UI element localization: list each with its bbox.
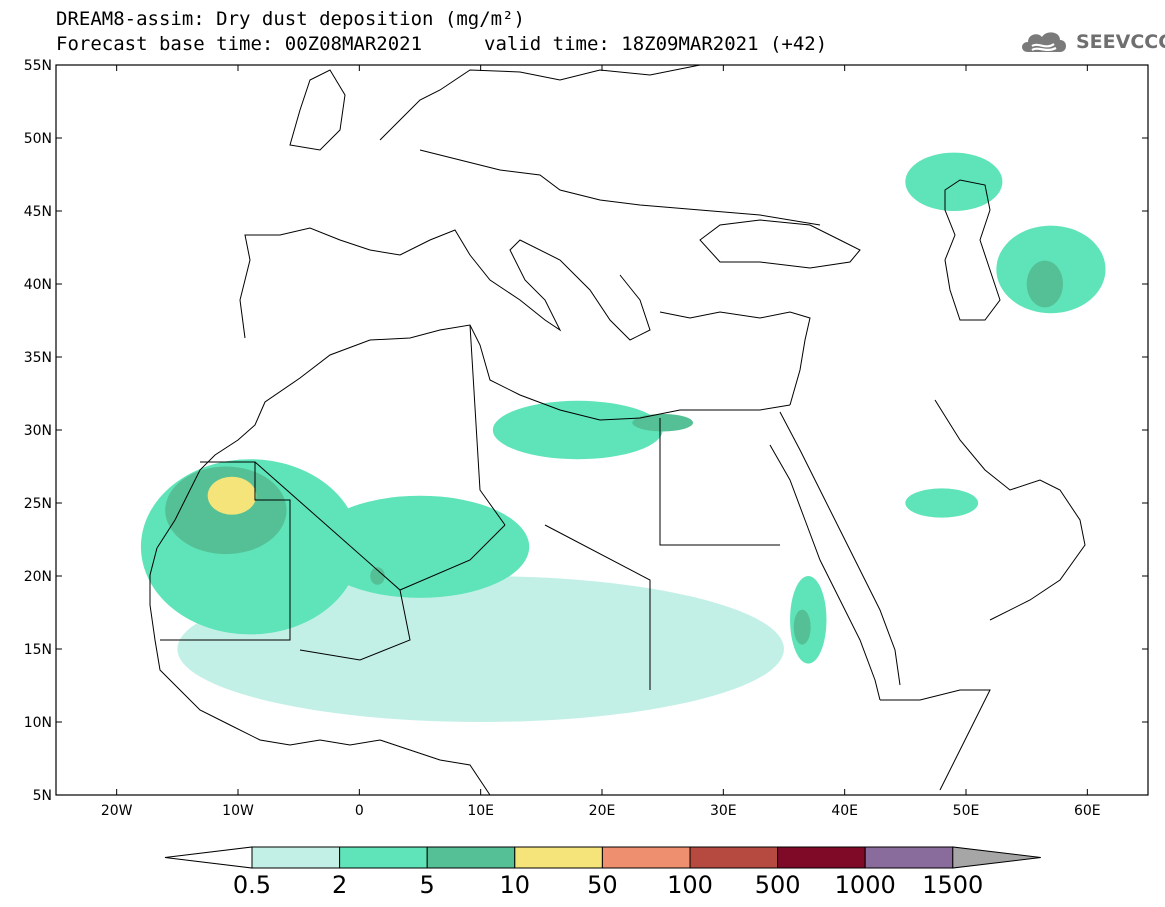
lon-label: 20E	[589, 803, 616, 819]
colorbar-segment	[251, 846, 341, 869]
colorbar-segment	[689, 846, 779, 869]
valid-time: valid time: 18Z09MAR2021 (+42)	[484, 33, 828, 55]
lat-label: 35N	[24, 350, 52, 366]
lon-label: 10W	[222, 803, 254, 819]
colorbar-label: 2	[332, 871, 347, 899]
dust-area-kazakhstan	[905, 152, 1003, 211]
dust-area-sudan-peak	[793, 609, 811, 645]
lat-label: 50N	[24, 131, 52, 147]
lat-label: 40N	[24, 277, 52, 293]
cloud-logo-icon	[1022, 32, 1066, 52]
lat-label: 20N	[24, 569, 52, 585]
lat-label: 55N	[24, 58, 52, 74]
colorbar-label: 5	[420, 871, 435, 899]
lat-label: 5N	[33, 788, 52, 804]
colorbar-segment	[514, 846, 603, 869]
dust-deposition-field	[140, 152, 1106, 722]
longitude-axis: 20W 10W 0 10E 20E 30E 40E 50E 60E	[101, 65, 1101, 819]
dust-area-libya-peak	[632, 413, 694, 432]
coastlines-borders	[149, 65, 1086, 795]
lon-label: 30E	[710, 803, 737, 819]
colorbar-segment	[777, 846, 866, 869]
dust-area-turkmen-peak	[1026, 260, 1064, 308]
lat-label: 45N	[24, 204, 52, 220]
seevccc-logo: SEEVCCC	[1018, 24, 1165, 60]
lat-label: 30N	[24, 423, 52, 439]
lat-label: 10N	[24, 715, 52, 731]
dust-area-libya-egypt-coast	[492, 400, 663, 460]
colorbar-segment	[864, 846, 954, 869]
lat-label: 25N	[24, 496, 52, 512]
lat-label: 15N	[24, 642, 52, 658]
colorbar-label: 50	[587, 871, 618, 899]
dust-area-arabia-gulf	[905, 488, 979, 518]
dust-area-algeria-mali	[310, 495, 530, 598]
colorbar-label: 500	[755, 871, 801, 899]
latitude-axis: 55N 50N 45N 40N 35N 30N 25N 20N 15N 10N 5N	[24, 58, 1148, 804]
colorbar-segment	[426, 846, 516, 869]
lon-label: 20W	[101, 803, 133, 819]
chart-title: DREAM8-assim: Dry dust deposition (mg/m²…	[56, 8, 525, 30]
logo-text: SEEVCCC	[1076, 31, 1165, 53]
colorbar-segment	[601, 846, 691, 869]
dust-area-western-sahara-peak	[207, 476, 257, 515]
lon-label: 40E	[831, 803, 858, 819]
colorbar-under-arrow	[164, 846, 253, 869]
colorbar-over-arrow	[952, 846, 1041, 869]
colorbar-segment	[339, 846, 428, 869]
dust-area-mali-peak	[370, 567, 385, 585]
lon-label: 60E	[1074, 803, 1101, 819]
colorbar-label: 10	[500, 871, 531, 899]
dust-area-sahel	[177, 576, 784, 722]
colorbar-label: 1000	[835, 871, 896, 899]
colorbar-label: 1500	[922, 871, 983, 899]
lon-label: 10E	[467, 803, 494, 819]
colorbar-label: 100	[667, 871, 713, 899]
lon-label: 50E	[953, 803, 980, 819]
colorbar-legend: 0.5 2 5 10 50 100 500 1000 1500	[164, 846, 1041, 899]
forecast-base-time: Forecast base time: 00Z08MAR2021	[56, 33, 423, 55]
colorbar-label: 0.5	[233, 871, 271, 899]
lon-label: 0	[355, 803, 364, 819]
